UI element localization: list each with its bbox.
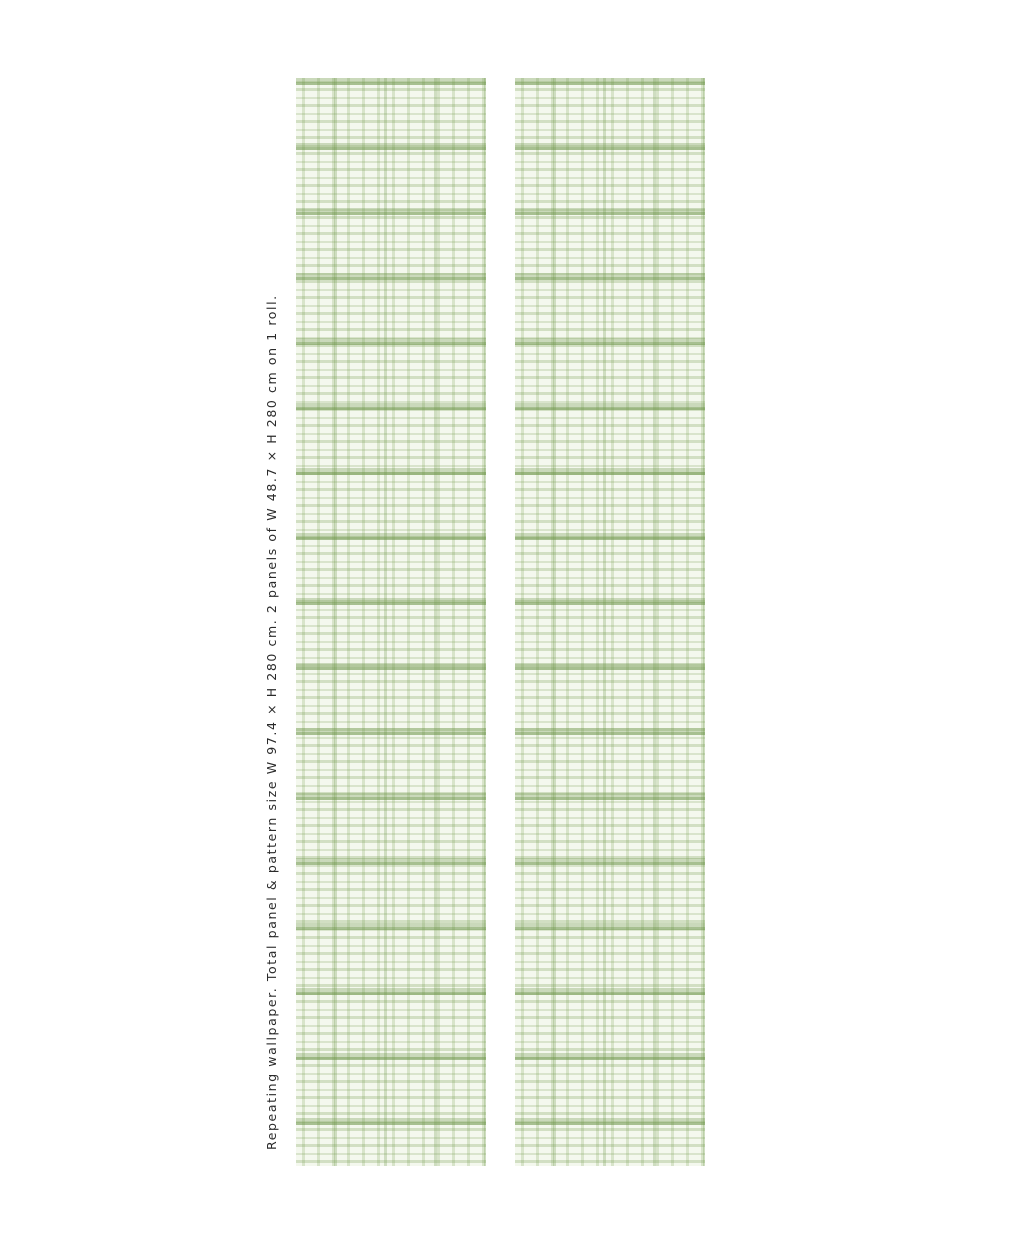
wallpaper-panel-right (515, 78, 705, 1166)
wallpaper-panel-left (296, 78, 486, 1166)
size-caption: Repeating wallpaper. Total panel & patte… (264, 294, 279, 1150)
